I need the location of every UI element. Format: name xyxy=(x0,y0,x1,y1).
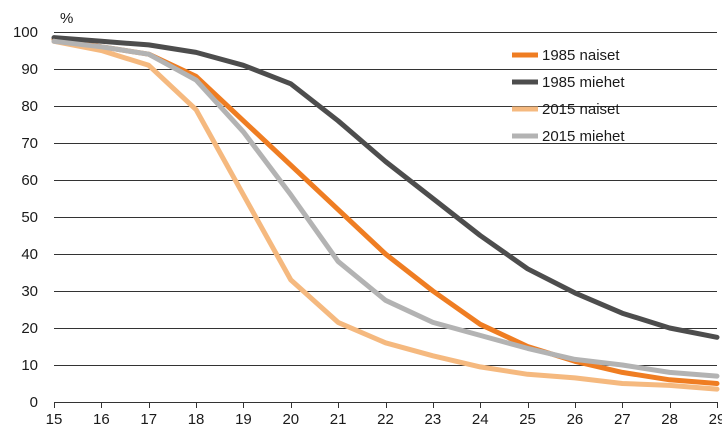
series-lines xyxy=(51,35,720,392)
x-axis-tick-labels: 15 16 17 18 19 20 21 22 23 24 25 26 27 28 29 xyxy=(46,402,722,428)
y-tick-label: 0 xyxy=(30,394,38,411)
y-tick-label: 10 xyxy=(21,357,38,374)
legend-label: 1985 miehet xyxy=(542,74,625,91)
y-tick-label: 20 xyxy=(21,320,38,337)
y-axis-tick-labels: 0 10 20 30 40 50 60 70 80 90 100 xyxy=(13,24,38,411)
x-tick-label: 18 xyxy=(188,411,205,428)
legend-label: 1985 naiset xyxy=(542,47,620,64)
x-tick-label: 25 xyxy=(519,411,536,428)
x-tick-label: 22 xyxy=(377,411,394,428)
series-line-1985-naiset xyxy=(51,36,720,386)
y-axis-unit-label: % xyxy=(60,10,73,27)
x-tick-label: 20 xyxy=(282,411,299,428)
y-tick-label: 70 xyxy=(21,135,38,152)
y-tick-label: 100 xyxy=(13,24,38,41)
x-tick-label: 17 xyxy=(140,411,157,428)
y-tick-label: 60 xyxy=(21,172,38,189)
x-tick-label: 28 xyxy=(661,411,678,428)
x-tick-label: 23 xyxy=(425,411,442,428)
y-tick-label: 90 xyxy=(21,61,38,78)
legend-label: 2015 miehet xyxy=(542,128,625,145)
series-line-1985-miehet xyxy=(51,35,720,340)
y-tick-label: 30 xyxy=(21,283,38,300)
x-tick-label: 24 xyxy=(472,411,489,428)
y-tick-label: 80 xyxy=(21,98,38,115)
x-tick-label: 21 xyxy=(330,411,347,428)
legend-label: 2015 naiset xyxy=(542,101,620,118)
x-tick-label: 26 xyxy=(567,411,584,428)
x-tick-label: 27 xyxy=(614,411,631,428)
x-tick-label: 15 xyxy=(46,411,63,428)
x-tick-label: 29 xyxy=(709,411,722,428)
legend: 1985 naiset 1985 miehet 2015 naiset 2015 mi… xyxy=(512,47,625,145)
x-tick-label: 19 xyxy=(235,411,252,428)
series-line-2015-miehet xyxy=(51,38,720,379)
y-tick-label: 50 xyxy=(21,209,38,226)
y-tick-label: 40 xyxy=(21,246,38,263)
series-line-2015-naiset xyxy=(51,38,720,392)
x-tick-label: 16 xyxy=(93,411,110,428)
